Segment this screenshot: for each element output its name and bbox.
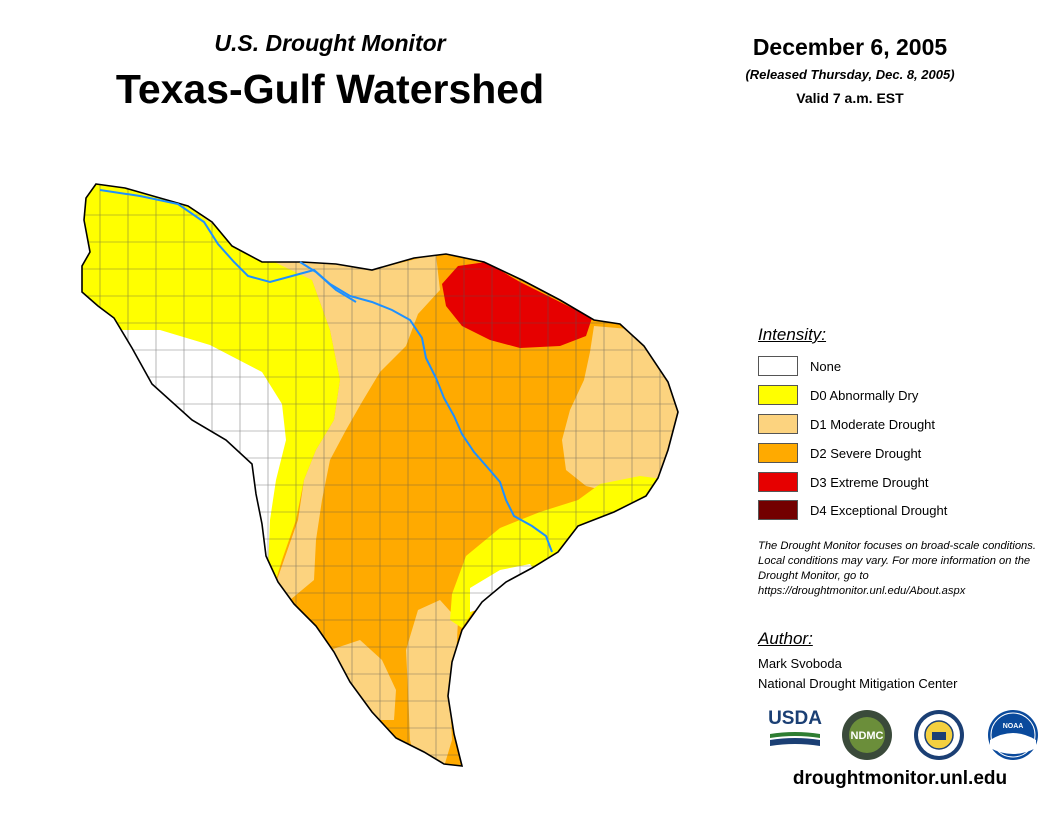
- legend-swatch: [758, 443, 798, 463]
- legend-item: None: [758, 355, 841, 377]
- legend-label: D3 Extreme Drought: [810, 474, 929, 490]
- map-date: December 6, 2005: [752, 34, 948, 60]
- legend-item: D3 Extreme Drought: [758, 471, 929, 493]
- watershed-boundary: [81, 183, 679, 767]
- zone-d1-southwest: [330, 640, 396, 720]
- zone-d1-south: [406, 600, 458, 766]
- legend-label: None: [810, 358, 842, 374]
- drought-map: [81, 183, 679, 767]
- legend-item: D4 Exceptional Drought: [758, 499, 947, 521]
- rivers: [99, 189, 553, 553]
- legend-label: D0 Abnormally Dry: [810, 387, 919, 403]
- red-river-brazos-river: [99, 189, 553, 553]
- legend-swatch: [758, 472, 798, 492]
- author-heading: Author:: [758, 629, 813, 648]
- noaa-logo-text: NOAA: [1003, 723, 1024, 730]
- noaa-logo: NOAA: [986, 708, 1040, 767]
- legend-item: D2 Severe Drought: [758, 442, 921, 464]
- info-note: The Drought Monitor focuses on broad-sca…: [758, 540, 1036, 597]
- legend-label: D4 Exceptional Drought: [810, 502, 948, 518]
- legend-item: D1 Moderate Drought: [758, 413, 935, 435]
- legend-swatch: [758, 414, 798, 434]
- legend-label: D1 Moderate Drought: [810, 416, 936, 432]
- author-name: Mark Svoboda: [758, 656, 842, 671]
- legend-swatch: [758, 500, 798, 520]
- legend-label: D2 Severe Drought: [810, 445, 922, 461]
- county-lines: [82, 184, 678, 766]
- valid-time: Valid 7 a.m. EST: [796, 90, 904, 106]
- legend-swatch: [758, 385, 798, 405]
- tributary-river: [299, 261, 357, 303]
- author-organization: National Drought Mitigation Center: [758, 676, 958, 691]
- release-date: (Released Thursday, Dec. 8, 2005): [745, 67, 955, 82]
- zone-d3-extreme: [442, 262, 592, 348]
- zone-d1-central: [140, 184, 440, 600]
- footer-url[interactable]: droughtmonitor.unl.edu: [792, 768, 1008, 789]
- usda-logo-text: USDA: [768, 708, 822, 729]
- legend-heading: Intensity:: [758, 325, 827, 344]
- ndmc-logo: NDMC: [840, 708, 894, 767]
- legend-swatch: [758, 356, 798, 376]
- doc-seal-logo: [912, 708, 966, 767]
- legend-item: D0 Abnormally Dry: [758, 384, 918, 406]
- map-subtitle: U.S. Drought Monitor: [214, 30, 446, 56]
- usda-logo: USDA: [768, 708, 822, 753]
- ndmc-logo-text: NDMC: [851, 730, 884, 742]
- map-title: Texas-Gulf Watershed: [115, 66, 545, 112]
